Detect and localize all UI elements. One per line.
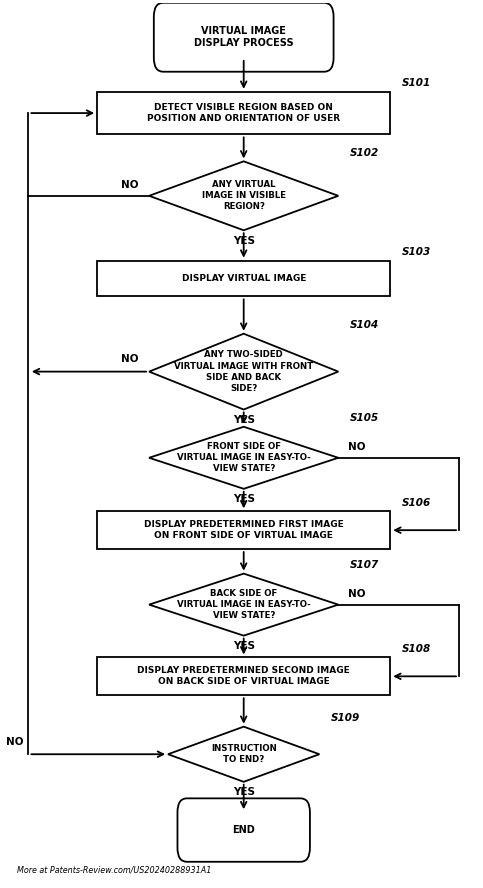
Text: NO: NO xyxy=(348,442,366,453)
Text: NO: NO xyxy=(6,737,24,747)
Text: YES: YES xyxy=(233,787,255,797)
Text: ANY TWO-SIDED
VIRTUAL IMAGE WITH FRONT
SIDE AND BACK
SIDE?: ANY TWO-SIDED VIRTUAL IMAGE WITH FRONT S… xyxy=(174,351,313,392)
Text: More at Patents-Review.com/US20240288931A1: More at Patents-Review.com/US20240288931… xyxy=(16,866,211,875)
Text: YES: YES xyxy=(233,415,255,424)
Text: NO: NO xyxy=(348,590,366,599)
Text: DETECT VISIBLE REGION BASED ON
POSITION AND ORIENTATION OF USER: DETECT VISIBLE REGION BASED ON POSITION … xyxy=(147,103,340,123)
Text: NO: NO xyxy=(121,180,139,190)
Text: INSTRUCTION
TO END?: INSTRUCTION TO END? xyxy=(211,744,277,765)
Text: S104: S104 xyxy=(350,321,379,330)
Text: S105: S105 xyxy=(350,413,379,424)
Text: DISPLAY VIRTUAL IMAGE: DISPLAY VIRTUAL IMAGE xyxy=(182,274,306,283)
Text: DISPLAY PREDETERMINED SECOND IMAGE
ON BACK SIDE OF VIRTUAL IMAGE: DISPLAY PREDETERMINED SECOND IMAGE ON BA… xyxy=(137,666,350,686)
Text: S103: S103 xyxy=(402,247,431,258)
Text: BACK SIDE OF
VIRTUAL IMAGE IN EASY-TO-
VIEW STATE?: BACK SIDE OF VIRTUAL IMAGE IN EASY-TO- V… xyxy=(177,589,311,620)
Text: YES: YES xyxy=(233,494,255,504)
Text: S106: S106 xyxy=(402,498,431,508)
Text: S108: S108 xyxy=(402,644,431,654)
Text: YES: YES xyxy=(233,641,255,651)
Text: VIRTUAL IMAGE
DISPLAY PROCESS: VIRTUAL IMAGE DISPLAY PROCESS xyxy=(194,26,294,49)
Text: S102: S102 xyxy=(350,148,379,158)
Text: DISPLAY PREDETERMINED FIRST IMAGE
ON FRONT SIDE OF VIRTUAL IMAGE: DISPLAY PREDETERMINED FIRST IMAGE ON FRO… xyxy=(144,520,343,540)
Text: S107: S107 xyxy=(350,560,379,570)
Text: S101: S101 xyxy=(402,78,431,88)
Text: YES: YES xyxy=(233,235,255,246)
Text: FRONT SIDE OF
VIRTUAL IMAGE IN EASY-TO-
VIEW STATE?: FRONT SIDE OF VIRTUAL IMAGE IN EASY-TO- … xyxy=(177,442,311,473)
Text: ANY VIRTUAL
IMAGE IN VISIBLE
REGION?: ANY VIRTUAL IMAGE IN VISIBLE REGION? xyxy=(202,180,286,211)
Text: END: END xyxy=(232,825,255,835)
Text: NO: NO xyxy=(121,354,139,364)
Text: S109: S109 xyxy=(331,713,360,723)
